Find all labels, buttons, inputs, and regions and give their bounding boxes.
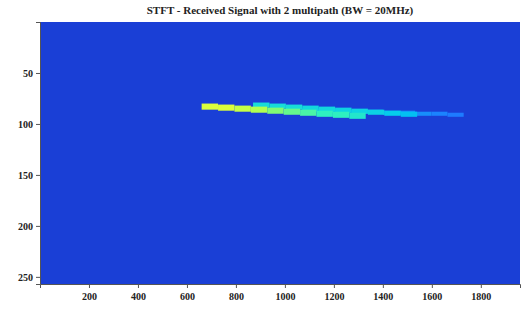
heatmap-cell: [218, 105, 234, 111]
x-tick: 1000: [275, 284, 295, 302]
x-axis-line: [41, 285, 521, 289]
x-tick: 1200: [324, 284, 344, 302]
heatmap-cell: [284, 109, 300, 115]
chart: 200 400 600 800 1000 1200 1400 1600 1800 50 100 150…: [0, 0, 530, 324]
heatmap-cell: [202, 104, 218, 110]
y-tick-label: 250: [18, 272, 33, 283]
x-tick-mark: [334, 284, 335, 288]
x-tick-label: 400: [131, 291, 146, 302]
plot: 200 400 600 800 1000 1200 1400 1600 1800 50 100 150…: [18, 22, 521, 302]
y-tick-mark: [36, 73, 40, 74]
y-tick-mark: [36, 175, 40, 176]
x-tick-label: 800: [229, 291, 244, 302]
x-tick: 1800: [471, 284, 491, 302]
heatmap-cell: [368, 110, 384, 115]
heatmap-cell: [431, 112, 447, 116]
heatmap-cell: [384, 111, 400, 116]
x-tick-label: 1600: [422, 291, 442, 302]
x-tick: 400: [131, 284, 146, 302]
heatmap-cell: [415, 112, 431, 116]
x-tick-label: 1200: [324, 291, 344, 302]
chart-title: STFT - Received Signal with 2 multipath …: [147, 4, 414, 17]
y-tick-label: 150: [18, 170, 33, 181]
x-tick: 800: [229, 284, 244, 302]
x-tick-mark: [481, 284, 482, 288]
heatmap-cell: [401, 112, 417, 117]
y-tick: 250: [18, 272, 40, 283]
y-axis: 50 100 150 200 250: [18, 23, 41, 285]
y-tick: 150: [18, 170, 40, 181]
plot-background: [40, 22, 520, 284]
y-tick: 50: [23, 68, 40, 79]
x-tick-mark: [89, 284, 90, 288]
x-tick-mark: [432, 284, 433, 288]
x-tick-label: 1800: [471, 291, 491, 302]
x-tick: 200: [82, 284, 97, 302]
x-tick: 1400: [373, 284, 393, 302]
x-tick-label: 600: [180, 291, 195, 302]
x-tick-label: 1000: [275, 291, 295, 302]
x-axis: 200 400 600 800 1000 1200 1400 1600 1800: [41, 284, 521, 302]
heatmap-cell: [316, 111, 332, 117]
heatmap-cell: [349, 113, 365, 119]
heatmap-cell: [448, 113, 464, 117]
y-tick-mark: [36, 277, 40, 278]
x-tick-mark: [285, 284, 286, 288]
x-tick-mark: [138, 284, 139, 288]
heatmap-cell: [251, 107, 267, 113]
x-tick-mark: [187, 284, 188, 288]
x-tick-mark: [236, 284, 237, 288]
x-tick-mark: [383, 284, 384, 288]
heatmap-cells: [40, 22, 520, 284]
x-tick-label: 200: [82, 291, 97, 302]
heatmap-cell: [300, 110, 316, 116]
heatmap-cell: [234, 106, 250, 112]
x-tick-label: 1400: [373, 291, 393, 302]
heatmap-cell: [267, 108, 283, 114]
x-tick: 1600: [422, 284, 442, 302]
heatmap-cell: [333, 112, 349, 118]
y-tick-mark: [36, 124, 40, 125]
y-tick-label: 200: [18, 221, 33, 232]
y-tick-mark: [36, 226, 40, 227]
x-tick: 600: [180, 284, 195, 302]
y-tick: 200: [18, 221, 40, 232]
y-axis-line: [36, 23, 41, 285]
y-tick-label: 50: [23, 68, 33, 79]
y-tick: 100: [18, 119, 40, 130]
y-tick-label: 100: [18, 119, 33, 130]
